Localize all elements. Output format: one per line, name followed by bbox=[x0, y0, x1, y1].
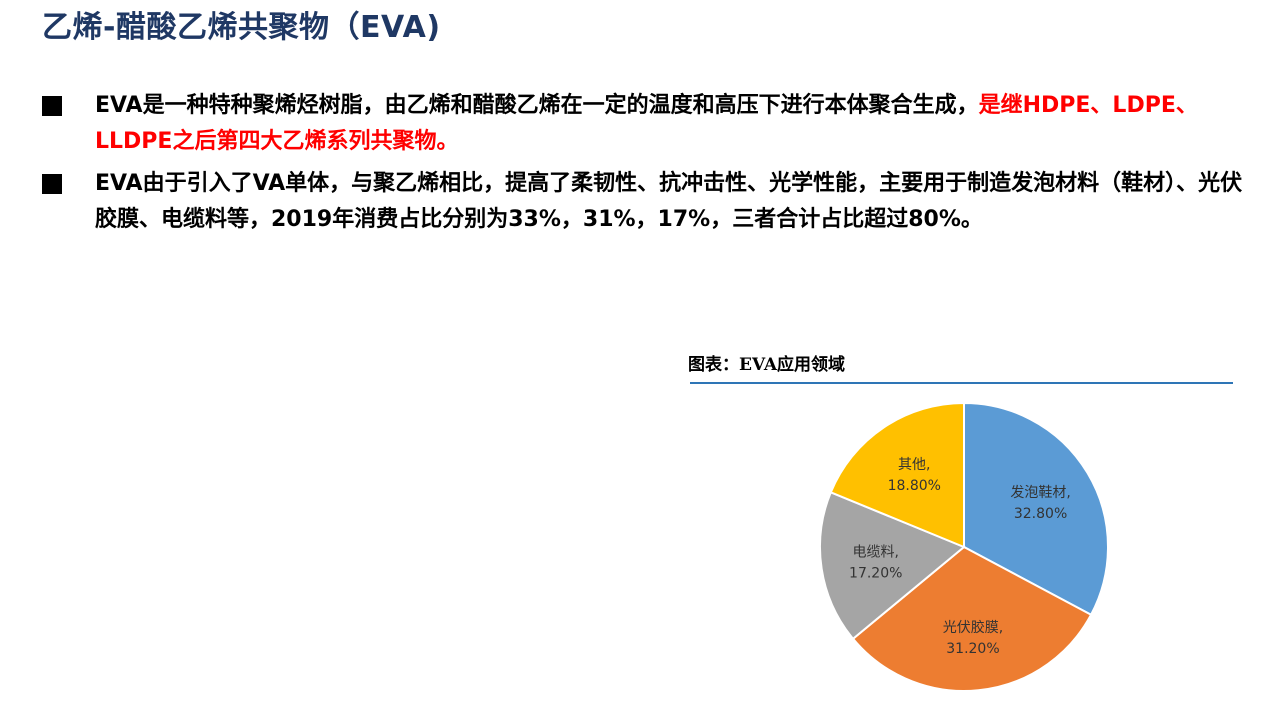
bullet-text-2: EVA由于引入了VA单体，与聚乙烯相比，提高了柔韧性、抗冲击性、光学性能，主要用… bbox=[95, 166, 1253, 238]
slice-cable bbox=[819, 491, 966, 641]
bullet-item-1: EVA是一种特种聚烯烃树脂，由乙烯和醋酸乙烯在一定的温度和高压下进行本体聚合生成… bbox=[42, 88, 1262, 160]
slice-category-label: 电缆料, bbox=[853, 544, 899, 560]
bullet-1-highlight: 是继HDPE、LDPE、LLDPE之后第四大乙烯系列共聚物。 bbox=[95, 93, 1198, 154]
figure-title-rule bbox=[690, 382, 1233, 384]
figure-title: 图表：EVA应用领域 bbox=[688, 355, 846, 375]
bullet-item-2: EVA由于引入了VA单体，与聚乙烯相比，提高了柔韧性、抗冲击性、光学性能，主要用… bbox=[42, 166, 1262, 238]
slice-category-label: 其他, bbox=[898, 457, 930, 473]
bullet-text-1: EVA是一种特种聚烯烃树脂，由乙烯和醋酸乙烯在一定的温度和高压下进行本体聚合生成… bbox=[95, 88, 1253, 160]
slice-foam-footwear bbox=[963, 401, 1109, 617]
page-title: 乙烯-醋酸乙烯共聚物（EVA) bbox=[42, 10, 441, 45]
bullet-2-text: EVA由于引入了VA单体，与聚乙烯相比，提高了柔韧性、抗冲击性、光学性能，主要用… bbox=[95, 171, 1243, 232]
square-bullet-icon bbox=[42, 174, 62, 194]
square-bullet-icon bbox=[42, 96, 62, 116]
slice-category-label: 光伏胶膜, bbox=[943, 619, 1003, 636]
slice-value-label: 31.20% bbox=[946, 641, 999, 657]
slice-value-label: 32.80% bbox=[1014, 506, 1067, 522]
slice-value-label: 17.20% bbox=[849, 565, 902, 581]
slice-pv-film bbox=[851, 545, 1093, 692]
slice-category-label: 发泡鞋材, bbox=[1010, 485, 1070, 501]
slice-other bbox=[829, 401, 965, 549]
bullet-1-text: EVA是一种特种聚烯烃树脂，由乙烯和醋酸乙烯在一定的温度和高压下进行本体聚合生成… bbox=[95, 93, 979, 118]
slice-value-label: 18.80% bbox=[888, 478, 941, 494]
pie-chart: 发泡鞋材, 32.80% 光伏胶膜, 31.20% 电缆料, 17.20% 其他, 18.80… bbox=[819, 401, 1109, 692]
